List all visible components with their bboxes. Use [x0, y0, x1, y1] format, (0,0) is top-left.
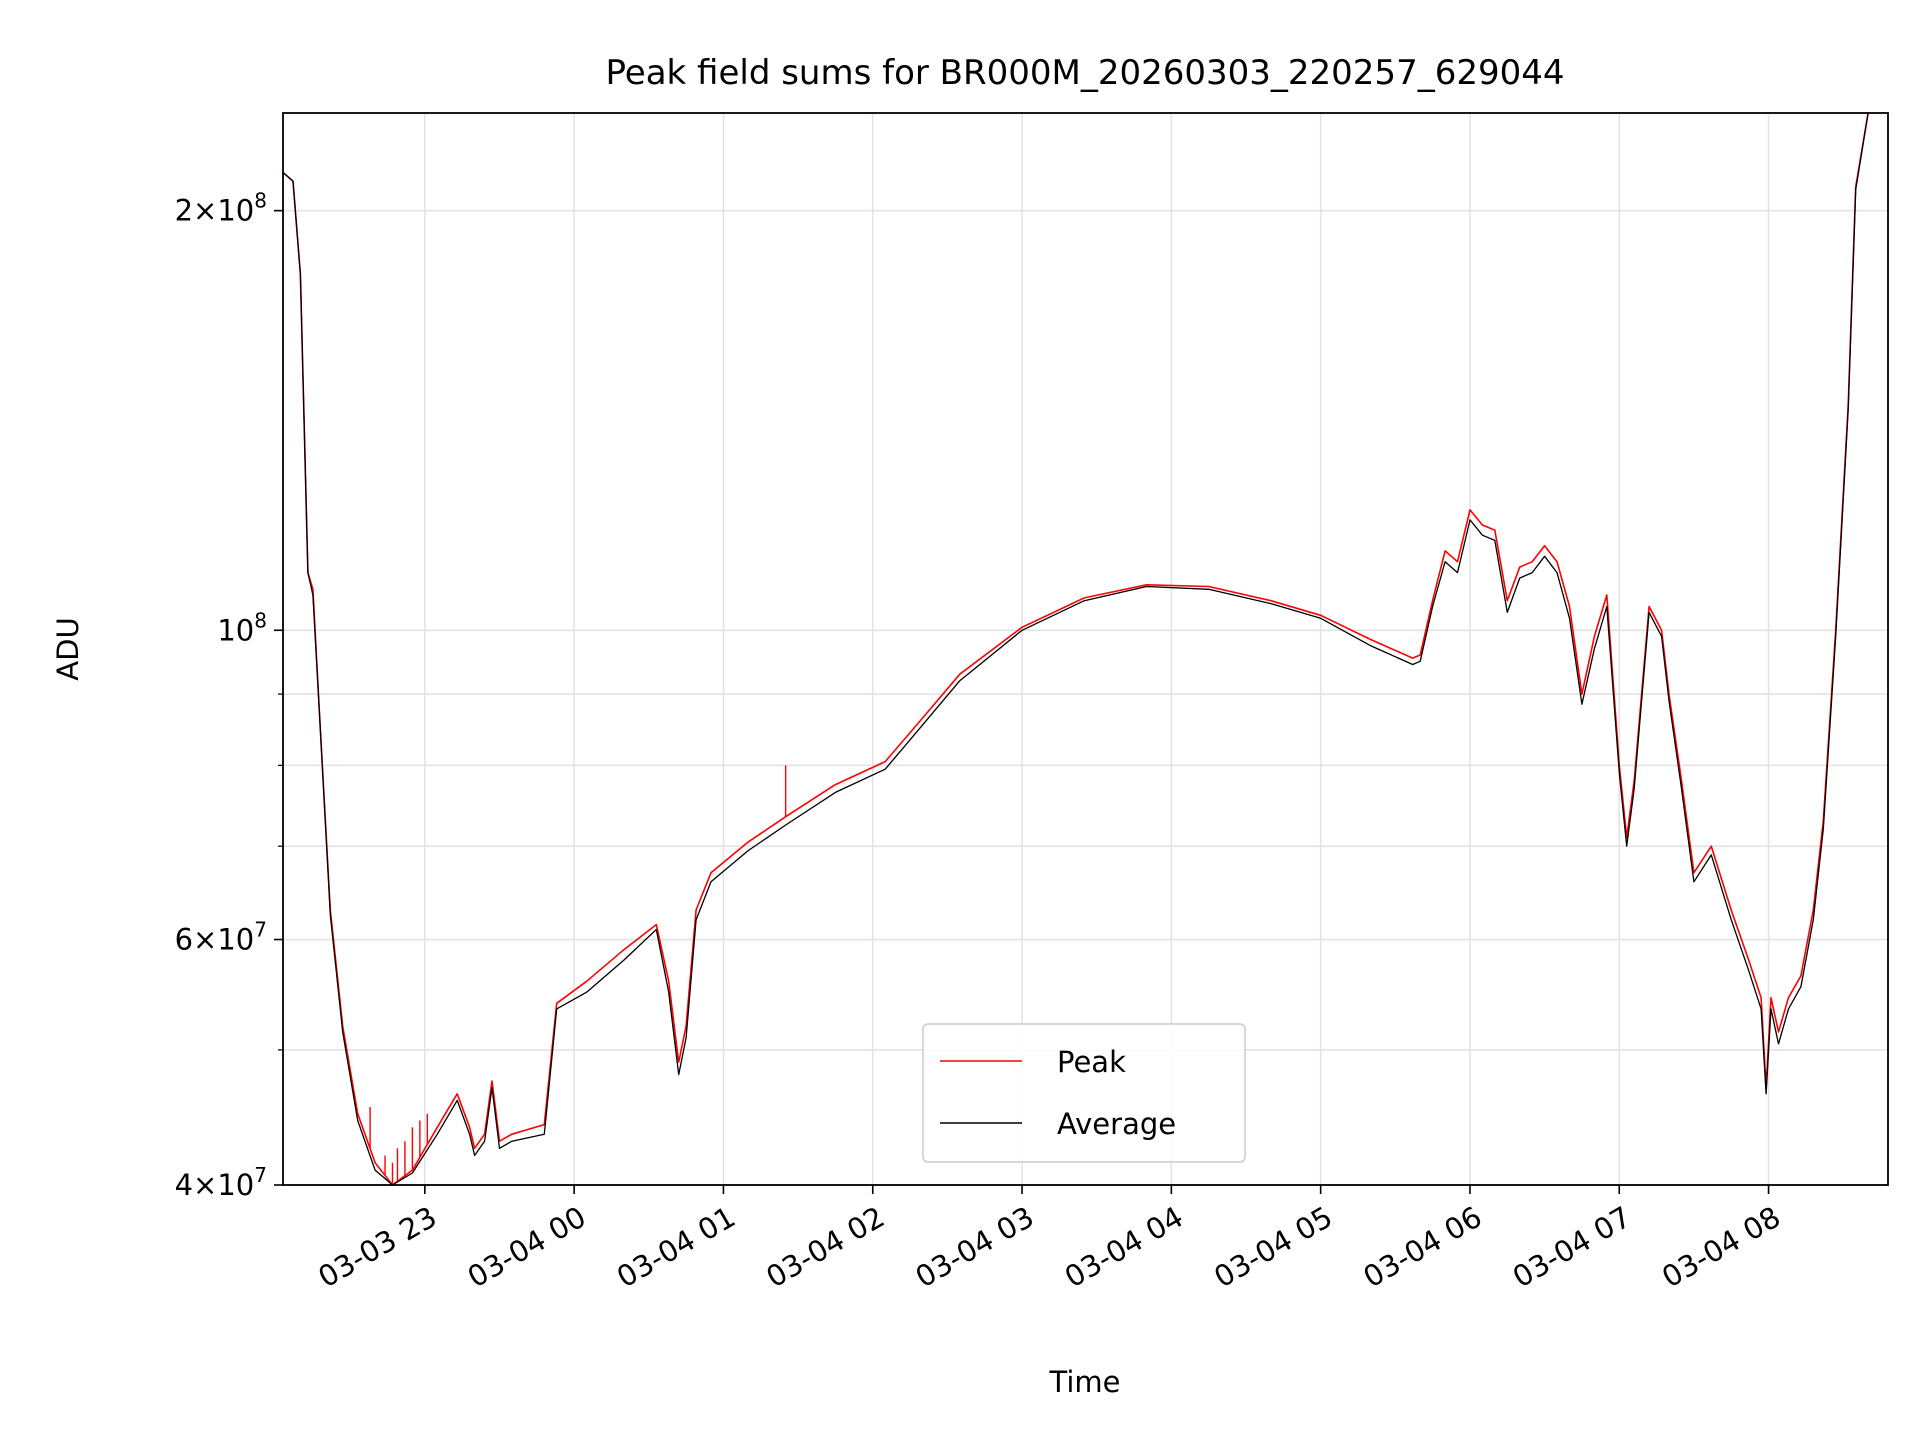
y-axis: 4×107 6×107 108 2×108 [175, 189, 283, 1202]
chart-title: Peak field sums for BR000M_20260303_2202… [606, 53, 1565, 93]
y-tick-label: 2×108 [175, 189, 267, 228]
x-axis-label: Time [1049, 1365, 1121, 1399]
legend-label-peak: Peak [1057, 1045, 1126, 1079]
y-tick-label: 4×107 [175, 1163, 267, 1202]
series-layer [282, 112, 1869, 1186]
y-axis-label: ADU [51, 617, 85, 680]
plot-frame [282, 112, 1889, 1186]
series-line-average [282, 112, 1869, 1186]
y-tick-label: 108 [217, 608, 267, 647]
series-line-peak [282, 112, 1869, 1186]
legend: Peak Average [922, 1023, 1246, 1163]
y-tick-label: 6×107 [175, 918, 267, 957]
legend-box [922, 1023, 1246, 1163]
legend-label-average: Average [1057, 1107, 1176, 1141]
